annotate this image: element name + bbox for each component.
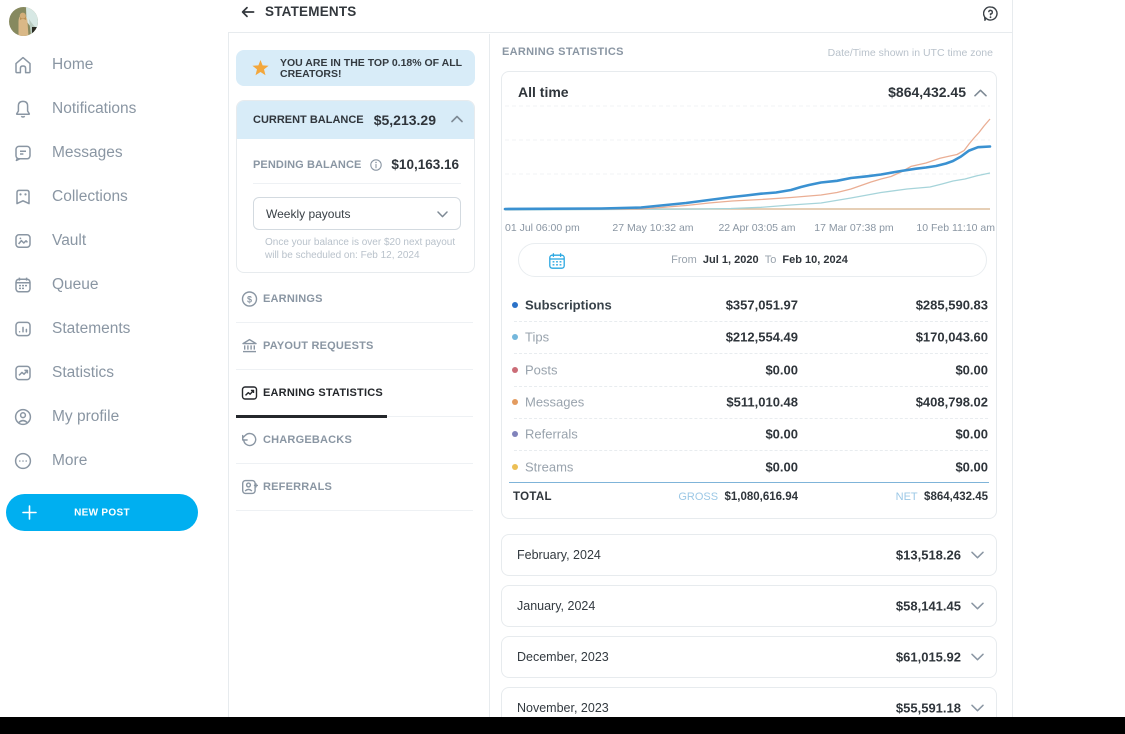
- svg-text:$: $: [247, 294, 252, 304]
